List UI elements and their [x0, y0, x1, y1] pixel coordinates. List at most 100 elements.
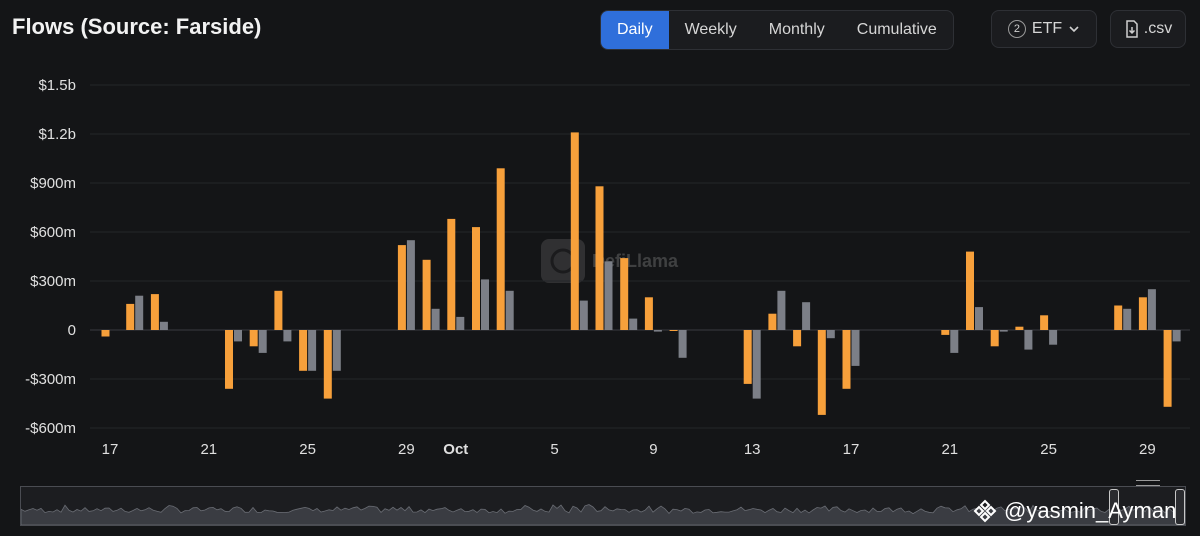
bar-series-0[interactable]	[620, 258, 629, 330]
y-tick-label: -$600m	[25, 420, 76, 437]
tab-daily[interactable]: Daily	[601, 11, 669, 49]
bar-series-1[interactable]	[258, 330, 267, 353]
bar-series-0[interactable]	[817, 330, 826, 415]
bar-series-0[interactable]	[941, 330, 950, 335]
bar-series-0[interactable]	[1138, 297, 1147, 330]
bar-series-1[interactable]	[1147, 289, 1156, 330]
navigator-grip-icon[interactable]	[1136, 480, 1160, 486]
bar-series-1[interactable]	[505, 290, 514, 330]
x-tick-label: 9	[649, 441, 657, 458]
bar-series-0[interactable]	[323, 330, 332, 399]
bar-series-1[interactable]	[851, 330, 860, 366]
bar-series-0[interactable]	[793, 330, 802, 347]
x-tick-label: 21	[200, 441, 217, 458]
watermark-text: DefiLlama	[592, 250, 679, 271]
bar-series-0[interactable]	[644, 297, 653, 330]
y-tick-label: $1.2b	[38, 126, 76, 143]
bar-series-0[interactable]	[101, 330, 110, 337]
bar-series-0[interactable]	[990, 330, 999, 347]
range-navigator[interactable]	[20, 486, 1186, 526]
bar-series-0[interactable]	[669, 330, 678, 331]
bar-series-1[interactable]	[283, 330, 292, 342]
bar-series-0[interactable]	[422, 259, 431, 330]
bar-series-0[interactable]	[225, 330, 233, 389]
x-tick-label: 17	[102, 441, 119, 458]
bar-series-1[interactable]	[777, 290, 786, 330]
csv-label: .csv	[1143, 20, 1173, 37]
bar-series-0[interactable]	[126, 303, 135, 330]
x-tick-label: 21	[941, 441, 958, 458]
bar-series-1[interactable]	[234, 330, 242, 342]
y-tick-label: 0	[68, 322, 76, 339]
bar-series-1[interactable]	[653, 330, 662, 332]
bar-series-1[interactable]	[406, 240, 415, 330]
bar-series-1[interactable]	[332, 330, 341, 371]
chart-title: Flows (Source: Farside)	[12, 14, 262, 39]
bar-series-0[interactable]	[274, 290, 283, 330]
tab-cumulative[interactable]: Cumulative	[856, 21, 937, 38]
chevron-down-icon	[1069, 26, 1079, 33]
bar-series-1[interactable]	[604, 261, 613, 330]
x-tick-label: 13	[744, 441, 761, 458]
bar-series-1[interactable]	[752, 330, 761, 399]
bar-series-1[interactable]	[678, 330, 687, 358]
bar-series-0[interactable]	[249, 330, 258, 347]
bar-series-0[interactable]	[1015, 326, 1024, 330]
bar-series-0[interactable]	[397, 245, 406, 330]
bar-series-1[interactable]	[629, 318, 638, 330]
x-tick-label: 5	[550, 441, 558, 458]
bar-series-0[interactable]	[496, 168, 505, 330]
x-tick-label: 25	[1040, 441, 1057, 458]
bar-series-1[interactable]	[431, 308, 440, 330]
tab-weekly[interactable]: Weekly	[684, 21, 737, 38]
bar-series-1[interactable]	[802, 302, 811, 330]
bar-series-1[interactable]	[1049, 330, 1058, 345]
etf-count-badge: 2	[1007, 20, 1026, 38]
bar-series-0[interactable]	[1114, 305, 1123, 331]
bar-series-1[interactable]	[1024, 330, 1033, 350]
bar-series-1[interactable]	[1172, 330, 1181, 342]
navigator-right-handle[interactable]	[1175, 489, 1185, 525]
bar-series-1[interactable]	[579, 300, 588, 330]
x-tick-label: 29	[1139, 441, 1156, 458]
bar-series-0[interactable]	[570, 132, 579, 330]
bar-series-1[interactable]	[826, 330, 835, 339]
tab-monthly[interactable]: Monthly	[768, 21, 825, 38]
bar-series-1[interactable]	[135, 295, 144, 330]
navigator-area	[20, 504, 1186, 526]
bar-series-0[interactable]	[966, 251, 974, 330]
binance-logo-icon	[973, 499, 997, 523]
csv-download-button[interactable]: .csv	[1110, 10, 1186, 48]
bar-series-0[interactable]	[1040, 315, 1049, 330]
bar-series-0[interactable]	[768, 313, 777, 330]
bar-series-1[interactable]	[975, 307, 983, 330]
y-tick-label: $600m	[30, 224, 76, 241]
etf-label: ETF	[1031, 20, 1063, 37]
y-tick-label: -$300m	[25, 371, 76, 388]
bar-series-0[interactable]	[150, 294, 159, 330]
x-tick-label: Oct	[443, 441, 468, 458]
bar-series-0[interactable]	[595, 186, 604, 330]
bar-series-0[interactable]	[447, 218, 456, 330]
x-tick-label: 25	[299, 441, 316, 458]
bar-series-1[interactable]	[999, 330, 1008, 332]
bar-series-1[interactable]	[950, 330, 959, 353]
x-tick-label: 17	[843, 441, 860, 458]
bar-series-1[interactable]	[159, 321, 168, 330]
bar-series-0[interactable]	[472, 227, 480, 330]
navigator-sparkline	[20, 504, 1186, 526]
flows-bar-chart: $1.5b $1.2b $900m $600m $300m 0 -$300m -$600m 1…	[25, 77, 1190, 458]
bar-series-0[interactable]	[299, 330, 308, 371]
bar-series-1[interactable]	[308, 330, 317, 371]
etf-selector[interactable]: 2 ETF	[991, 10, 1097, 48]
bar-series-1[interactable]	[456, 316, 465, 330]
y-tick-label: $1.5b	[38, 77, 76, 94]
bar-series-0[interactable]	[1163, 330, 1172, 407]
bar-series-0[interactable]	[842, 330, 851, 389]
navigator-left-handle[interactable]	[1109, 489, 1119, 525]
bar-series-1[interactable]	[1123, 308, 1132, 330]
bar-series-1[interactable]	[481, 279, 489, 330]
bar-series-0[interactable]	[743, 330, 752, 384]
credit-watermark: @yasmin_Ayman	[972, 498, 1176, 524]
period-toggle: Daily Weekly Monthly Cumulative	[600, 10, 954, 50]
